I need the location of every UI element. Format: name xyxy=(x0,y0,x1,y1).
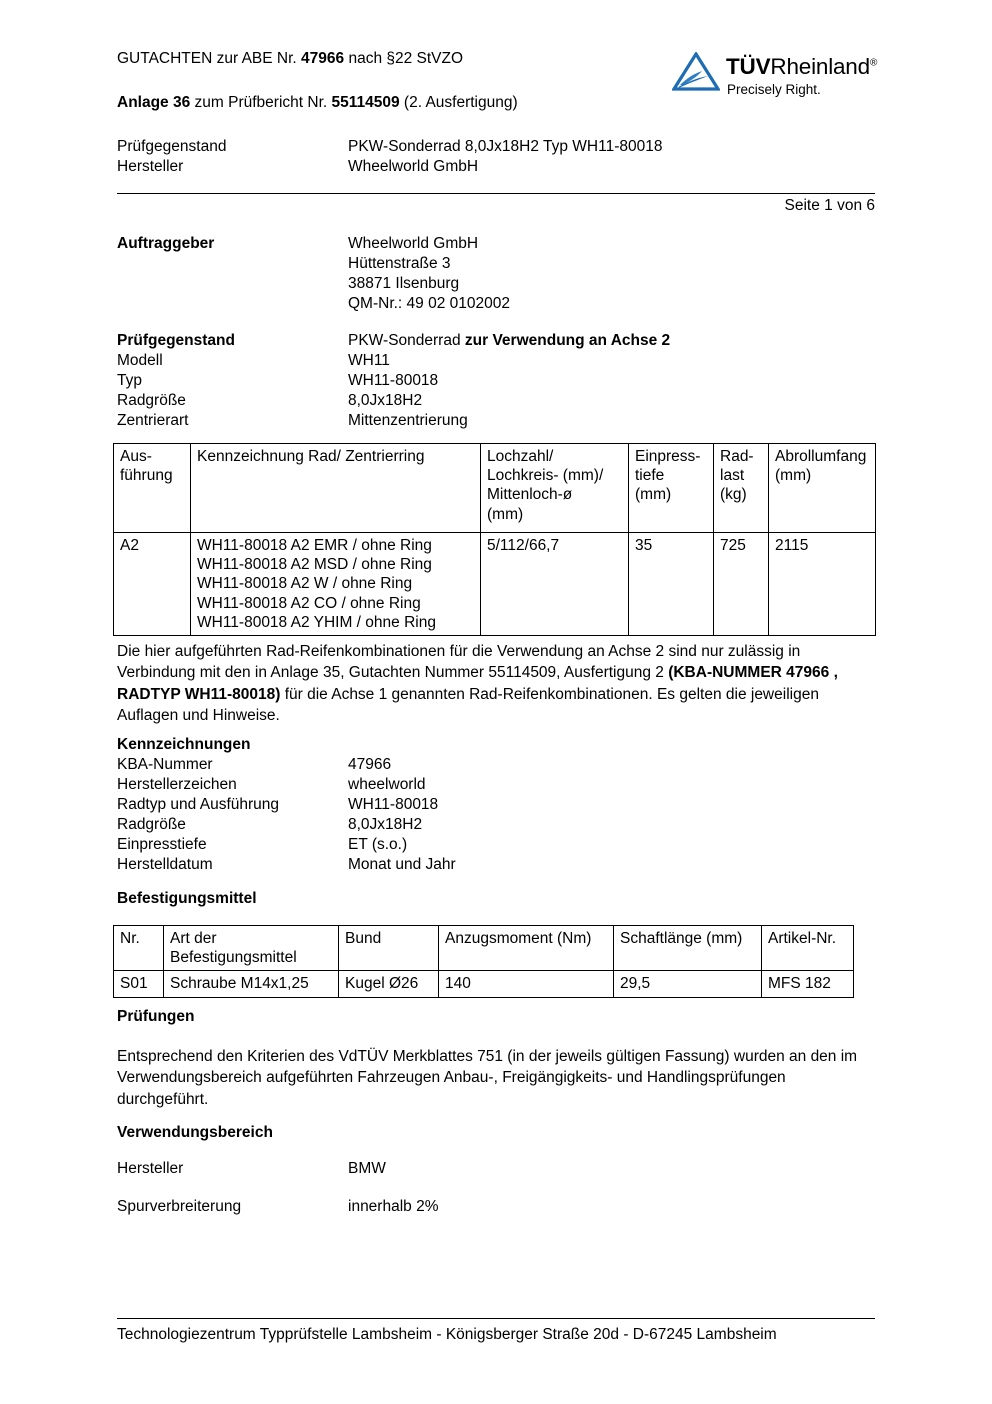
fast-cell-art: Schraube M14x1,25 xyxy=(163,970,339,998)
zentrierart-value: Mittenzentrierung xyxy=(348,412,468,429)
pruefgegenstand-heading: Prüfgegenstand xyxy=(117,332,235,349)
befestigungsmittel-heading: Befestigungsmittel xyxy=(117,890,257,907)
herstelldatum-label: Herstelldatum xyxy=(117,856,213,873)
axle-note-part2: für die Achse 1 genannten Rad-Reifenkomb… xyxy=(117,685,819,725)
registered-mark: ® xyxy=(869,57,878,69)
vb-spurverbreiterung-label: Spurverbreiterung xyxy=(117,1198,242,1215)
header-abrollumfang: Abrollumfang (mm) xyxy=(768,443,876,533)
pruefgegenstand-value: PKW-Sonderrad zur Verwendung an Achse 2 xyxy=(348,332,670,350)
fast-header-nr: Nr. xyxy=(113,924,164,972)
abe-number: 47966 xyxy=(301,50,345,67)
header-lochzahl: Lochzahl/ Lochkreis- (mm)/ Mittenloch-ø … xyxy=(480,443,629,533)
header-einpresstiefe: Einpress- tiefe (mm) xyxy=(628,443,714,533)
vb-hersteller-label: Hersteller xyxy=(117,1160,184,1177)
tuv-text: TÜV xyxy=(726,54,771,79)
radtyp-value: WH11-80018 xyxy=(348,796,439,813)
header-pruefgegenstand-label: Prüfgegenstand xyxy=(117,138,227,155)
fast-header-anzugsmoment: Anzugsmoment (Nm) xyxy=(438,924,614,972)
axle-note-paragraph: Die hier aufgeführten Rad-Reifenkombinat… xyxy=(117,641,877,727)
header-gutachten-line: GUTACHTEN zur ABE Nr. 47966 nach §22 StV… xyxy=(117,50,463,68)
header-pruefgegenstand-value: PKW-Sonderrad 8,0Jx18H2 Typ WH11-80018 xyxy=(348,138,663,155)
anlage-number: Anlage 36 xyxy=(117,94,191,111)
herstelldatum-value: Monat und Jahr xyxy=(348,856,456,873)
rheinland-text: Rheinland xyxy=(770,54,870,79)
vb-spurverbreiterung-value: innerhalb 2% xyxy=(348,1198,439,1215)
header-hersteller-label: Hersteller xyxy=(117,158,184,175)
pruefungen-paragraph: Entsprechend den Kriterien des VdTÜV Mer… xyxy=(117,1048,858,1108)
kz-einpresstiefe-value: ET (s.o.) xyxy=(348,836,408,853)
vb-hersteller-value: BMW xyxy=(348,1160,386,1177)
cell-radlast: 725 xyxy=(713,531,769,637)
cell-abrollumfang: 2115 xyxy=(768,531,876,637)
footer-address: Technologiezentrum Typprüfstelle Lambshe… xyxy=(117,1326,777,1343)
tuv-triangle-icon xyxy=(671,50,721,92)
typ-label: Typ xyxy=(117,372,142,389)
axle-note-kba-radtyp: (KBA-NUMMER 47966 , RADTYP WH11-80018) xyxy=(117,664,838,703)
auftraggeber-heading: Auftraggeber xyxy=(117,235,215,252)
ausfertigung-suffix: (2. Ausfertigung) xyxy=(399,94,518,111)
radtyp-label: Radtyp und Ausführung xyxy=(117,796,280,813)
logo-tagline: Precisely Right. xyxy=(727,82,821,97)
table-row: A2 WH11-80018 A2 EMR / ohne Ring WH11-80… xyxy=(113,531,876,637)
kz-radgroesse-label: Radgröße xyxy=(117,816,186,833)
cell-einpresstiefe: 35 xyxy=(628,531,714,637)
modell-label: Modell xyxy=(117,352,163,369)
auftraggeber-company: Wheelworld GmbH xyxy=(348,235,479,252)
herstellerzeichen-label: Herstellerzeichen xyxy=(117,776,237,793)
gutachten-prefix: GUTACHTEN zur ABE Nr. xyxy=(117,50,302,67)
cell-lochzahl: 5/112/66,7 xyxy=(480,531,629,637)
zentrierart-label: Zentrierart xyxy=(117,412,189,429)
header-anlage-line: Anlage 36 zum Prüfbericht Nr. 55114509 (… xyxy=(117,94,518,112)
radgroesse-label: Radgröße xyxy=(117,392,186,409)
table-header-row: Aus- führung Kennzeichnung Rad/ Zentrier… xyxy=(113,443,876,533)
axle-note-part1: Die hier aufgeführten Rad-Reifenkombinat… xyxy=(117,643,801,682)
fast-cell-bund: Kugel Ø26 xyxy=(338,970,439,998)
tuv-rheinland-logo: TÜVRheinland® Precisely Right. xyxy=(671,50,884,102)
header-ausfuehrung: Aus- führung xyxy=(113,443,191,533)
fast-cell-anzugsmoment: 140 xyxy=(438,970,614,998)
fast-header-art: Art der Befestigungsmittel xyxy=(163,924,339,972)
fastener-table: Nr. Art der Befestigungsmittel Bund Anzu… xyxy=(113,924,854,998)
auftraggeber-street: Hüttenstraße 3 xyxy=(348,255,451,272)
herstellerzeichen-value: wheelworld xyxy=(348,776,426,793)
fast-header-schaftlaenge: Schaftlänge (mm) xyxy=(613,924,762,972)
kennzeichnungen-heading: Kennzeichnungen xyxy=(117,736,251,753)
auftraggeber-qm-nr: QM-Nr.: 49 02 0102002 xyxy=(348,295,510,312)
pruefbericht-prefix: zum Prüfbericht Nr. xyxy=(190,94,332,111)
pruefgegenstand-value-bold: zur Verwendung an Achse 2 xyxy=(464,332,671,349)
fast-cell-nr: S01 xyxy=(113,970,164,998)
footer-divider xyxy=(117,1318,875,1319)
cell-kennzeichnung: WH11-80018 A2 EMR / ohne Ring WH11-80018… xyxy=(190,531,481,637)
pruefgegenstand-value-plain: PKW-Sonderrad xyxy=(348,332,465,349)
verwendungsbereich-heading: Verwendungsbereich xyxy=(117,1124,273,1141)
fast-header-bund: Bund xyxy=(338,924,439,972)
auftraggeber-city: 38871 Ilsenburg xyxy=(348,275,460,292)
tuv-rheinland-wordmark: TÜVRheinland® xyxy=(726,54,877,80)
pruefbericht-number: 55114509 xyxy=(331,94,400,111)
typ-value: WH11-80018 xyxy=(348,372,439,389)
radgroesse-value: 8,0Jx18H2 xyxy=(348,392,423,409)
cell-ausfuehrung: A2 xyxy=(113,531,191,637)
table-row: S01 Schraube M14x1,25 Kugel Ø26 140 29,5… xyxy=(113,970,854,998)
kba-nummer-label: KBA-Nummer xyxy=(117,756,213,773)
kba-nummer-value: 47966 xyxy=(348,756,392,773)
kz-einpresstiefe-label: Einpresstiefe xyxy=(117,836,207,853)
header-radlast: Rad- last (kg) xyxy=(713,443,769,533)
modell-value: WH11 xyxy=(348,352,390,369)
header-hersteller-value: Wheelworld GmbH xyxy=(348,158,479,175)
pruefungen-heading: Prüfungen xyxy=(117,1008,195,1025)
fast-cell-schaftlaenge: 29,5 xyxy=(613,970,762,998)
page-indicator: Seite 1 von 6 xyxy=(784,197,875,214)
header-kennzeichnung: Kennzeichnung Rad/ Zentrierring xyxy=(190,443,481,533)
fast-header-artikel: Artikel-Nr. xyxy=(761,924,854,972)
gutachten-suffix: nach §22 StVZO xyxy=(344,50,464,67)
wheel-specification-table: Aus- führung Kennzeichnung Rad/ Zentrier… xyxy=(113,443,876,637)
header-divider xyxy=(117,193,875,194)
kz-radgroesse-value: 8,0Jx18H2 xyxy=(348,816,423,833)
fastener-header-row: Nr. Art der Befestigungsmittel Bund Anzu… xyxy=(113,924,854,972)
fast-cell-artikel: MFS 182 xyxy=(761,970,854,998)
